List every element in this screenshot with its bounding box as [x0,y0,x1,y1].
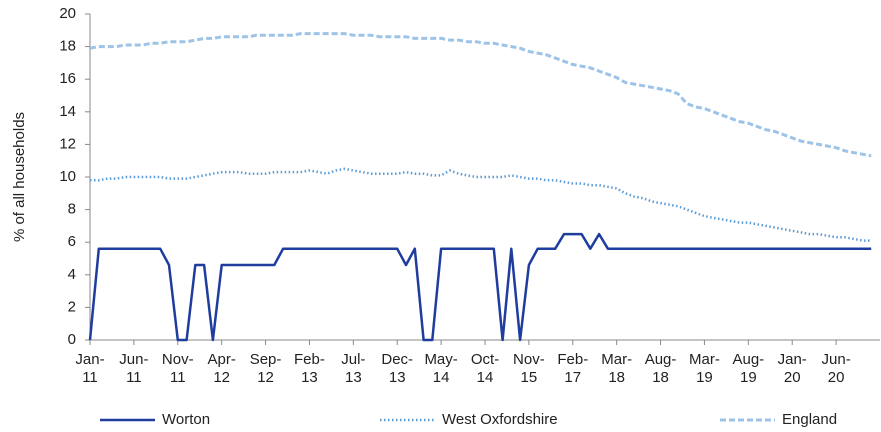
y-tick-label: 0 [68,331,76,348]
y-tick-label: 2 [68,298,76,315]
y-tick-label: 12 [59,135,76,152]
y-tick-label: 8 [68,201,76,218]
x-tick-label: May-14 [424,351,458,386]
y-tick-label: 18 [59,38,76,55]
x-tick-label: Mar-19 [689,351,720,386]
legend-label: West Oxfordshire [442,411,558,428]
x-tick-label: Feb-17 [557,351,589,386]
x-tick-label: Feb-13 [294,351,325,386]
x-tick-label: Jun-20 [821,351,851,386]
x-tick-label: Mar-18 [601,351,633,386]
y-tick-label: 20 [59,5,76,22]
x-tick-label: Nov-15 [513,351,545,386]
x-tick-label: Nov-11 [161,351,194,386]
y-tick-label: 14 [59,103,76,120]
line-series [89,32,872,158]
x-tick-label: Jan-20 [777,351,807,386]
x-tick-label: Aug-18 [644,351,677,386]
line-series [88,232,872,342]
x-tick-label: Sep-12 [249,351,282,386]
y-tick-label: 6 [68,233,76,250]
x-tick-label: Apr-12 [207,351,236,386]
y-tick-label: 4 [68,266,76,283]
x-tick-label: Aug-19 [732,351,765,386]
legend-label: England [782,411,837,428]
x-tick-label: Jul-13 [341,351,366,386]
line-series [90,167,872,242]
y-axis-label: % of all households [11,112,28,242]
x-tick-label: Jan-11 [75,351,105,386]
x-tick-label: Jun-11 [119,351,149,386]
y-tick-label: 16 [59,70,76,87]
legend-label: Worton [162,411,210,428]
x-tick-label: Oct-14 [470,351,500,386]
x-tick-label: Dec-13 [381,351,414,386]
y-tick-label: 10 [59,168,76,185]
